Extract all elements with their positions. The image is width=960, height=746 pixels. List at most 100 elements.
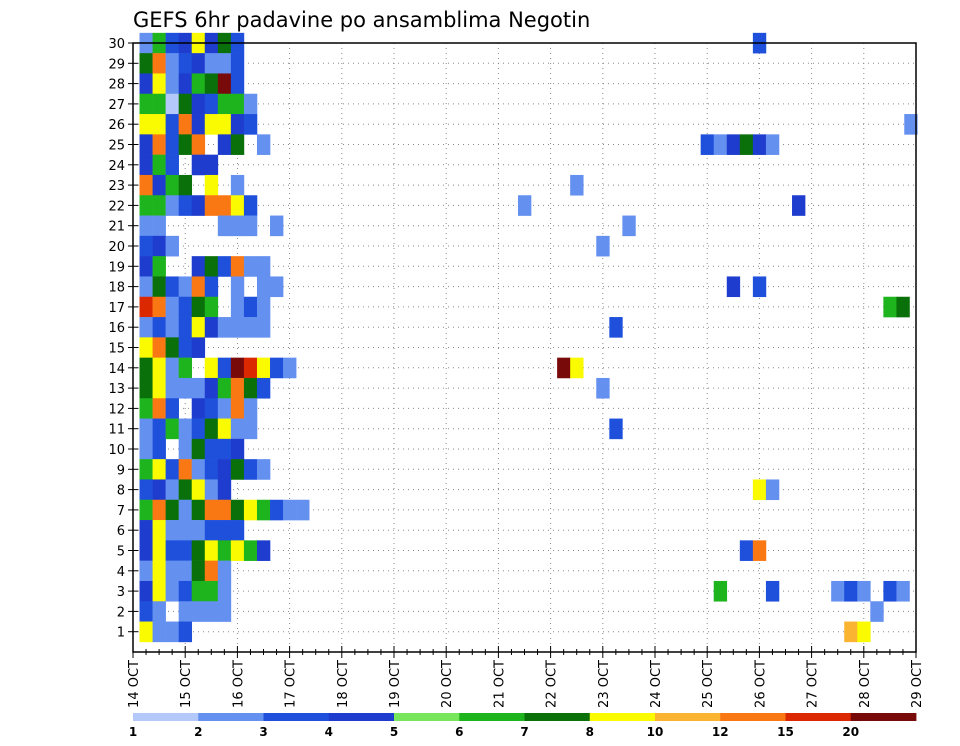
heatmap-cell <box>792 195 806 216</box>
heatmap-cell <box>165 540 179 561</box>
heatmap-cell <box>165 337 179 358</box>
y-tick-label: 29 <box>108 57 125 72</box>
heatmap-cell <box>609 317 623 338</box>
heatmap-cell <box>517 195 532 216</box>
heatmap-cell <box>178 459 193 480</box>
colorbar-swatch <box>850 713 917 721</box>
heatmap-cell <box>191 296 206 318</box>
heatmap-cell <box>870 601 884 622</box>
heatmap-cell <box>204 398 219 419</box>
colorbar-label: 6 <box>455 725 463 739</box>
heatmap-cell <box>230 296 245 318</box>
heatmap-cell <box>191 601 206 622</box>
heatmap-cell <box>191 560 206 582</box>
heatmap-cell <box>596 235 610 257</box>
colorbar-label: 4 <box>325 725 333 739</box>
heatmap-cell <box>256 499 271 521</box>
heatmap-cell <box>191 459 206 480</box>
heatmap-cell <box>191 114 206 135</box>
y-tick-label: 12 <box>108 402 125 417</box>
heatmap-cell <box>191 479 206 501</box>
heatmap-cell <box>204 540 219 561</box>
x-tick-label: 22 OCT <box>545 660 560 708</box>
heatmap-cell <box>217 114 232 135</box>
heatmap-cell <box>230 418 245 440</box>
heatmap-cell <box>191 438 206 460</box>
x-axis: 14 OCT 15 OCT 16 OCT 17 OCT 18 OCT 19 OCT 20 O… <box>127 646 925 708</box>
heatmap-cell <box>191 418 206 440</box>
heatmap-cell <box>204 114 219 135</box>
heatmap-cell <box>243 256 258 277</box>
heatmap-cell <box>296 499 310 521</box>
heatmap-cell <box>217 540 232 561</box>
heatmap-cell <box>270 499 284 521</box>
heatmap-cells <box>139 32 918 643</box>
heatmap-cell <box>204 580 219 602</box>
heatmap-cell <box>139 479 153 501</box>
heatmap-cell <box>178 174 193 196</box>
heatmap-cell <box>256 377 271 399</box>
heatmap-cell <box>230 540 245 561</box>
heatmap-cell <box>139 520 153 541</box>
colorbar-swatch <box>263 713 330 721</box>
heatmap-cell <box>752 276 767 298</box>
heatmap-cell <box>739 540 754 561</box>
heatmap-cell <box>165 73 179 95</box>
heatmap-cell <box>139 540 153 561</box>
heatmap-cell <box>204 520 219 541</box>
y-tick-label: 13 <box>108 382 125 397</box>
y-tick-label: 4 <box>117 565 125 580</box>
y-tick-label: 10 <box>108 443 125 458</box>
heatmap-cell <box>256 459 271 480</box>
x-tick-label: 20 OCT <box>440 660 455 708</box>
heatmap-cell <box>165 377 179 399</box>
heatmap-cell <box>609 418 623 440</box>
heatmap-cell <box>191 580 206 602</box>
heatmap-cell <box>139 398 153 419</box>
heatmap-cell <box>204 154 219 176</box>
heatmap-cell <box>152 337 166 358</box>
heatmap-cell <box>243 114 258 135</box>
heatmap-cell <box>139 174 153 196</box>
x-tick-label: 18 OCT <box>336 660 351 708</box>
heatmap-cell <box>217 459 232 480</box>
chart-title: GEFS 6hr padavine po ansamblima Negotin <box>133 8 590 32</box>
heatmap-cell <box>178 377 193 399</box>
y-axis: 1234567891011121314151617181920212223242… <box>108 37 138 641</box>
heatmap-cell <box>165 93 179 115</box>
y-tick-label: 1 <box>117 626 125 641</box>
heatmap-cell <box>139 134 153 155</box>
heatmap-cell <box>570 357 584 379</box>
heatmap-cell <box>152 317 166 338</box>
heatmap-cell <box>217 93 232 115</box>
heatmap-cell <box>204 418 219 440</box>
heatmap-cell <box>896 296 910 318</box>
heatmap-cell <box>217 418 232 440</box>
heatmap-cell <box>217 520 232 541</box>
heatmap-cell <box>217 256 232 277</box>
heatmap-cell <box>139 337 153 358</box>
heatmap-cell <box>283 357 297 379</box>
heatmap-cell <box>256 276 271 298</box>
heatmap-cell <box>178 296 193 318</box>
heatmap-cell <box>165 317 179 338</box>
heatmap-cell <box>230 398 245 419</box>
heatmap-cell <box>243 296 258 318</box>
heatmap-cell <box>883 580 897 602</box>
heatmap-cell <box>178 134 193 155</box>
heatmap-cell <box>165 276 179 298</box>
heatmap-cell <box>765 580 780 602</box>
heatmap-cell <box>217 53 232 74</box>
x-tick-label: 15 OCT <box>179 660 194 708</box>
y-tick-label: 11 <box>108 423 125 438</box>
heatmap-cell <box>191 256 206 277</box>
heatmap-cell <box>139 418 153 440</box>
heatmap-cell <box>243 418 258 440</box>
heatmap-cell <box>152 540 166 561</box>
colorbar-swatch <box>198 713 264 721</box>
heatmap-cell <box>165 53 179 74</box>
heatmap-cell <box>139 53 153 74</box>
heatmap-cell <box>152 601 166 622</box>
heatmap-cell <box>230 174 245 196</box>
heatmap-cell <box>178 337 193 358</box>
